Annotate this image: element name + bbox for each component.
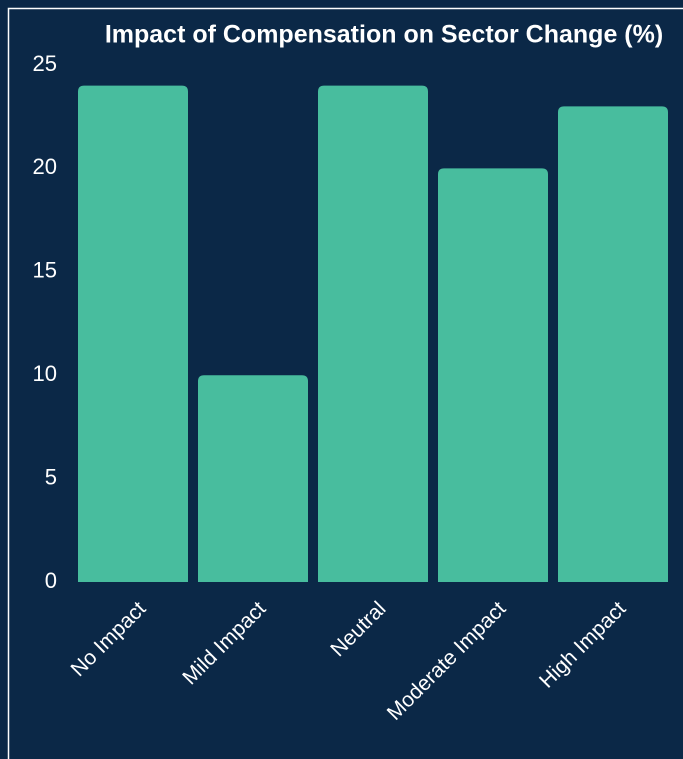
bar	[198, 375, 308, 582]
y-tick-label: 15	[33, 258, 57, 283]
bar	[78, 85, 188, 583]
y-tick-label: 25	[33, 51, 57, 76]
y-tick-label: 10	[33, 361, 57, 386]
y-tick-label: 20	[33, 154, 57, 179]
y-tick-label: 0	[45, 568, 57, 593]
y-tick-label: 5	[45, 464, 57, 489]
bar	[318, 85, 428, 583]
bar	[438, 168, 548, 582]
bar	[558, 106, 668, 583]
chart-title: Impact of Compensation on Sector Change …	[105, 21, 663, 49]
frame	[7, 7, 683, 759]
